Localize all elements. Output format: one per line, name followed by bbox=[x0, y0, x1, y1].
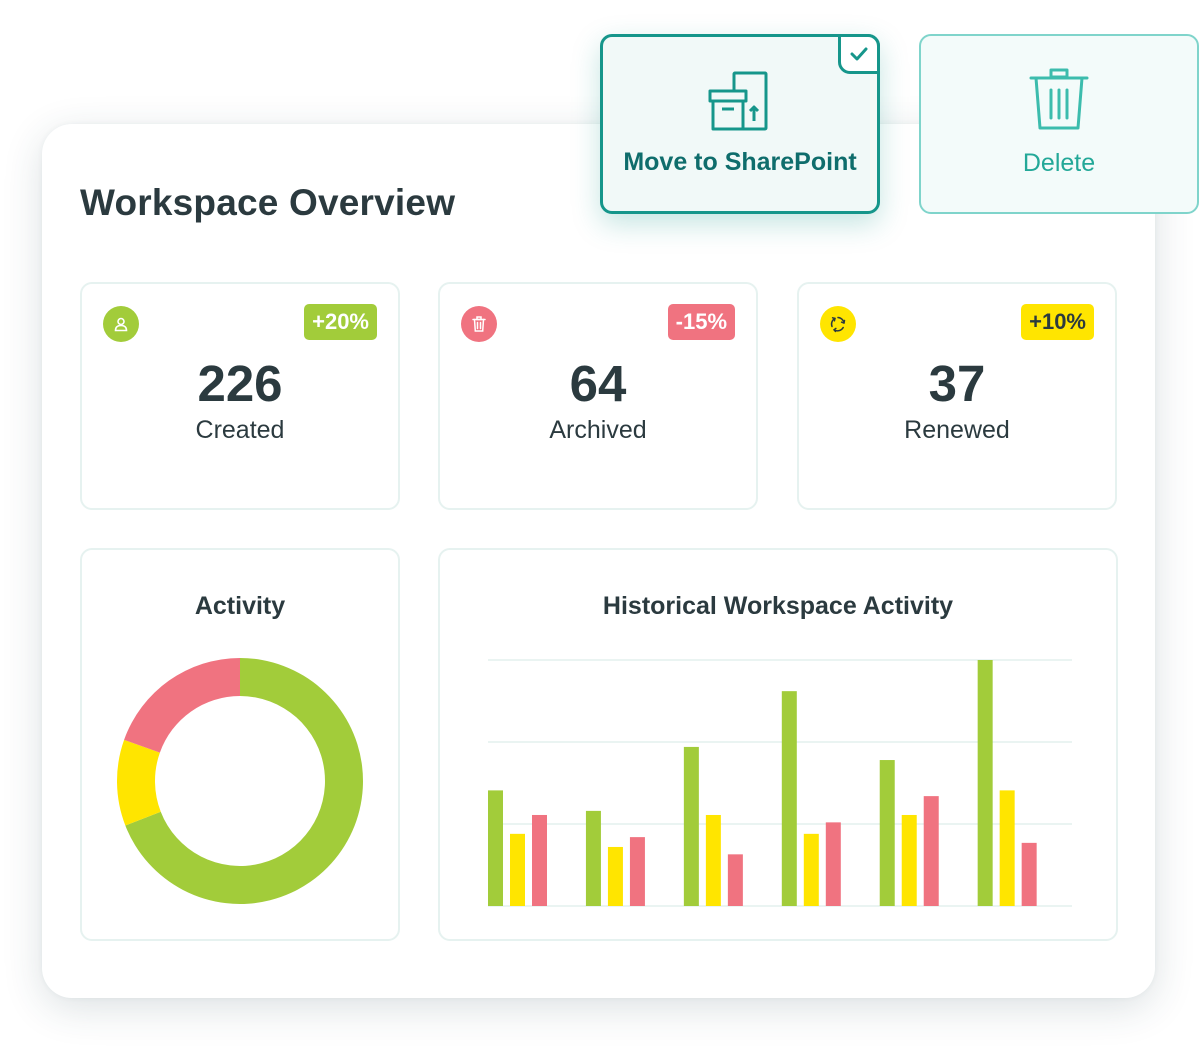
stat-value: 64 bbox=[569, 355, 627, 412]
donut-slice-2 bbox=[124, 658, 240, 753]
bar-series1-group0 bbox=[510, 833, 525, 906]
historical-activity-panel: Historical Workspace Activity bbox=[438, 548, 1118, 941]
donut-slice-0 bbox=[125, 658, 363, 904]
stat-card-archived: -15% 64 Archived bbox=[438, 282, 758, 510]
stat-card-renewed: +10% 37 Renewed bbox=[797, 282, 1117, 510]
bar-series2-group4 bbox=[923, 796, 939, 906]
stat-card-created: +20% 226 Created bbox=[80, 282, 400, 510]
change-badge: -15% bbox=[667, 304, 735, 340]
bar-series0-group5 bbox=[977, 660, 993, 906]
bar-series1-group1 bbox=[607, 846, 623, 906]
archive-move-icon bbox=[708, 67, 772, 138]
bar-series2-group1 bbox=[629, 837, 645, 906]
bar-series2-group2 bbox=[727, 854, 743, 906]
page-title: Workspace Overview bbox=[80, 182, 456, 223]
bar-series2-group0 bbox=[532, 814, 547, 906]
trash-icon bbox=[1027, 66, 1091, 137]
selected-check-icon bbox=[838, 34, 880, 74]
delete-button-label: Delete bbox=[1022, 149, 1096, 177]
bar-series1-group3 bbox=[803, 833, 819, 906]
historical-activity-bar-chart bbox=[488, 659, 1072, 907]
historical-activity-title: Historical Workspace Activity bbox=[602, 592, 954, 620]
bar-series1-group4 bbox=[901, 814, 917, 906]
bar-series0-group2 bbox=[683, 746, 699, 906]
stat-value: 226 bbox=[197, 355, 283, 412]
bar-series2-group5 bbox=[1021, 842, 1037, 906]
change-badge: +10% bbox=[1021, 304, 1094, 340]
bar-series0-group0 bbox=[488, 790, 503, 906]
user-icon bbox=[103, 306, 139, 342]
change-badge: +20% bbox=[304, 304, 377, 340]
delete-button[interactable]: Delete bbox=[919, 34, 1199, 214]
activity-title: Activity bbox=[194, 592, 286, 620]
activity-panel: Activity bbox=[80, 548, 400, 941]
bar-series0-group1 bbox=[585, 810, 601, 906]
bar-series1-group2 bbox=[705, 814, 721, 906]
bar-series2-group3 bbox=[825, 822, 841, 906]
move-to-sharepoint-button[interactable]: Move to SharePoint bbox=[600, 34, 880, 214]
move-button-label: Move to SharePoint bbox=[623, 148, 857, 176]
bar-series0-group3 bbox=[781, 691, 797, 906]
stat-label: Created bbox=[195, 416, 285, 444]
recycle-icon bbox=[820, 306, 856, 342]
stat-label: Renewed bbox=[904, 416, 1010, 444]
stat-value: 37 bbox=[928, 355, 986, 412]
donut-slice-1 bbox=[117, 739, 161, 826]
activity-donut-chart bbox=[117, 658, 363, 904]
bar-series0-group4 bbox=[879, 760, 895, 906]
trash-icon bbox=[461, 306, 497, 342]
stat-label: Archived bbox=[549, 416, 647, 444]
bar-series1-group5 bbox=[999, 790, 1015, 906]
